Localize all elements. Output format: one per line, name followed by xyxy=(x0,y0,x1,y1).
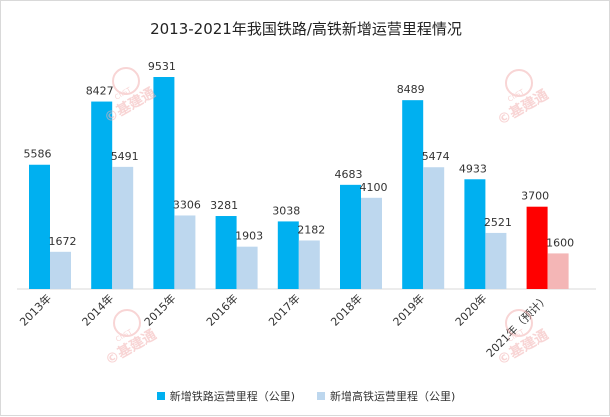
data-label: 3038 xyxy=(272,204,300,217)
bar-railway xyxy=(340,184,361,289)
bar-railway xyxy=(402,100,424,289)
data-label: 5474 xyxy=(422,150,450,163)
x-tick-label: 2019年 xyxy=(390,291,427,328)
bar-highspeed xyxy=(298,240,320,289)
x-tick-label: 2017年 xyxy=(265,291,302,328)
bar-railway xyxy=(464,179,486,289)
data-label: 9531 xyxy=(148,60,176,73)
data-label: 2182 xyxy=(297,223,325,236)
data-label: 1600 xyxy=(546,236,574,249)
x-tick-label: 2015年 xyxy=(141,291,178,328)
bar-railway xyxy=(153,77,175,289)
chart-title: 2013-2021年我国铁路/高铁新增运营里程情况 xyxy=(150,20,462,38)
data-label: 2521 xyxy=(484,216,512,229)
bar-railway xyxy=(29,164,50,289)
x-tick-label: 2014年 xyxy=(79,291,116,328)
data-label: 4683 xyxy=(335,168,363,181)
legend-swatch-railway xyxy=(156,392,165,400)
data-label: 3306 xyxy=(173,198,201,211)
bar-highspeed xyxy=(174,215,196,289)
bar-railway xyxy=(91,101,113,289)
bar-railway xyxy=(277,221,299,289)
data-label: 5491 xyxy=(111,150,139,163)
bar-highspeed xyxy=(236,246,258,289)
legend-item-railway: 新增铁路运营里程（公里) xyxy=(156,388,295,404)
bar-railway xyxy=(526,206,548,289)
watermark-stamp: CIIST©基建通 xyxy=(494,69,551,129)
chart-legend: 新增铁路运营里程（公里) 新增高铁运营里程（公里) xyxy=(1,388,610,404)
legend-label-railway: 新增铁路运营里程（公里) xyxy=(169,390,295,403)
bar-railway xyxy=(215,216,237,289)
x-tick-label: 2018年 xyxy=(328,291,365,328)
bar-highspeed xyxy=(361,197,382,289)
x-tick-label: 2016年 xyxy=(203,291,240,328)
x-tick-label: 2020年 xyxy=(452,291,489,328)
data-label: 3700 xyxy=(521,190,549,203)
bar-highspeed xyxy=(423,167,445,289)
data-label: 8489 xyxy=(397,83,425,96)
legend-item-highspeed: 新增高铁运营里程（公里) xyxy=(317,388,455,404)
data-label: 1672 xyxy=(49,235,77,248)
bar-highspeed xyxy=(112,166,134,289)
data-label: 1903 xyxy=(235,230,263,243)
legend-label-highspeed: 新增高铁运营里程（公里) xyxy=(330,390,456,403)
bar-highspeed xyxy=(547,253,569,289)
x-tick-label: 2013年 xyxy=(17,291,54,328)
data-label: 5586 xyxy=(24,148,52,161)
data-label: 4933 xyxy=(459,162,487,175)
data-label: 4100 xyxy=(360,181,388,194)
bar-highspeed xyxy=(485,232,507,289)
data-label: 3281 xyxy=(210,199,238,212)
legend-swatch-highspeed xyxy=(317,392,325,400)
bar-highspeed xyxy=(50,251,71,289)
data-label: 8427 xyxy=(86,85,114,98)
